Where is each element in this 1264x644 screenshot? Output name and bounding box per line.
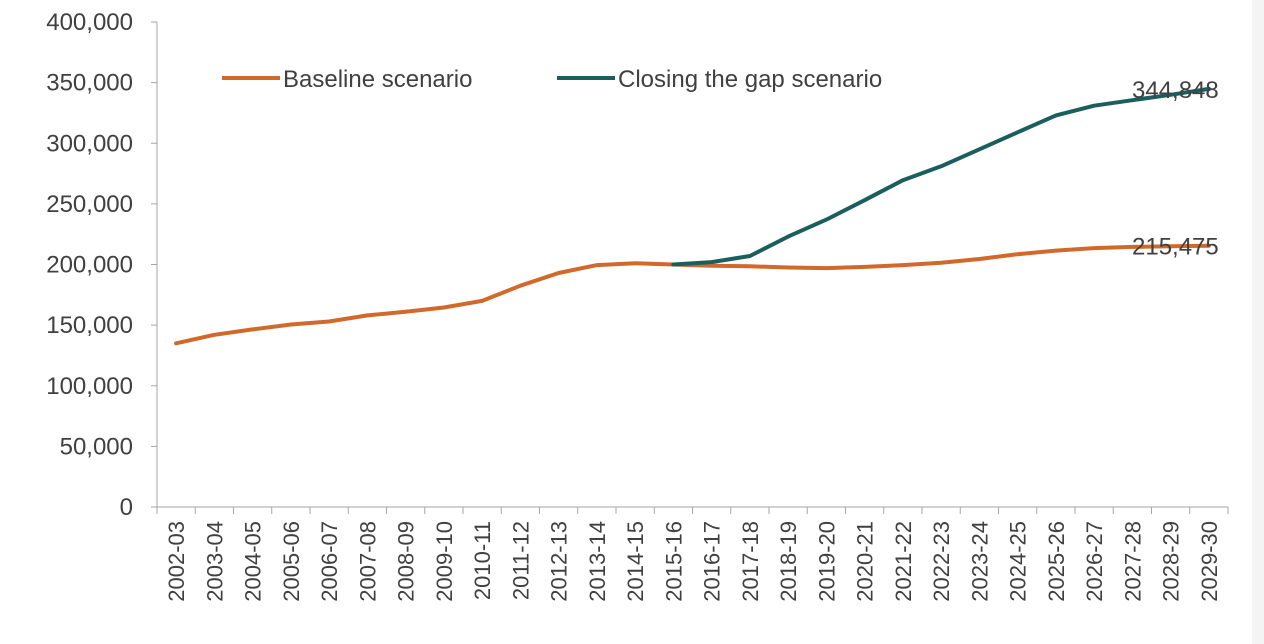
x-tick-label: 2023-24 <box>967 521 992 602</box>
x-tick-label: 2021-22 <box>891 521 916 602</box>
x-tick-label: 2009-10 <box>432 521 457 602</box>
x-tick-label: 2004-05 <box>241 521 266 602</box>
end-value-label-1: 344,848 <box>1132 77 1219 104</box>
series-line-0 <box>174 243 1211 346</box>
x-tick-label: 2010-11 <box>470 521 495 600</box>
right-edge-strip <box>1252 0 1264 644</box>
x-tick-label: 2008-09 <box>394 521 419 602</box>
end-labels: 215,475 344,848 <box>1132 77 1219 261</box>
x-tick-label: 2015-16 <box>661 521 686 602</box>
x-tick-label: 2029-30 <box>1197 521 1222 602</box>
y-tick-label: 400,000 <box>46 9 133 36</box>
legend: Baseline scenario Closing the gap scenari… <box>222 66 882 93</box>
y-tick-label: 50,000 <box>60 433 133 460</box>
x-axis: 2002-03 2003-04 2004-05 2005-06 2006-07 2007-… <box>156 506 1229 602</box>
x-tick-label: 2028-29 <box>1159 521 1184 602</box>
end-value-label-0: 215,475 <box>1132 234 1219 261</box>
x-tick-label: 2017-18 <box>738 521 763 602</box>
x-tick-label: 2002-03 <box>164 521 189 602</box>
y-tick-label: 0 <box>120 494 133 521</box>
y-tick-label: 350,000 <box>46 70 133 97</box>
legend-label-1: Closing the gap scenario <box>618 66 882 93</box>
x-tick-label: 2006-07 <box>317 521 342 602</box>
x-tick-label: 2020-21 <box>853 521 878 602</box>
y-tick-label: 250,000 <box>46 191 133 218</box>
x-tick-label: 2013-14 <box>585 521 610 602</box>
x-tick-label: 2011-12 <box>508 521 533 600</box>
x-tick-label: 2022-23 <box>929 521 954 602</box>
x-tick-label: 2003-04 <box>202 521 227 602</box>
y-tick-label: 300,000 <box>46 130 133 157</box>
y-axis: 0 50,000 100,000 150,000 200,000 250,000 300,0… <box>46 9 158 521</box>
x-tick-label: 2027-28 <box>1120 521 1145 602</box>
x-tick-label: 2024-25 <box>1006 521 1031 602</box>
y-tick-label: 150,000 <box>46 312 133 339</box>
x-tick-label: 2014-15 <box>623 521 648 602</box>
x-tick-label: 2026-27 <box>1082 521 1107 602</box>
y-tick-label: 200,000 <box>46 252 133 279</box>
x-tick-label: 2007-08 <box>355 521 380 602</box>
x-tick-label: 2016-17 <box>700 521 725 602</box>
series-line-1 <box>671 86 1211 267</box>
x-tick-label: 2025-26 <box>1044 521 1069 602</box>
x-tick-label: 2012-13 <box>547 521 572 602</box>
y-tick-label: 100,000 <box>46 373 133 400</box>
x-tick-label: 2019-20 <box>814 521 839 602</box>
series-lines <box>174 86 1211 346</box>
x-tick-label: 2005-06 <box>279 521 304 602</box>
x-tick-label: 2018-19 <box>776 521 801 602</box>
legend-label-0: Baseline scenario <box>283 66 472 93</box>
